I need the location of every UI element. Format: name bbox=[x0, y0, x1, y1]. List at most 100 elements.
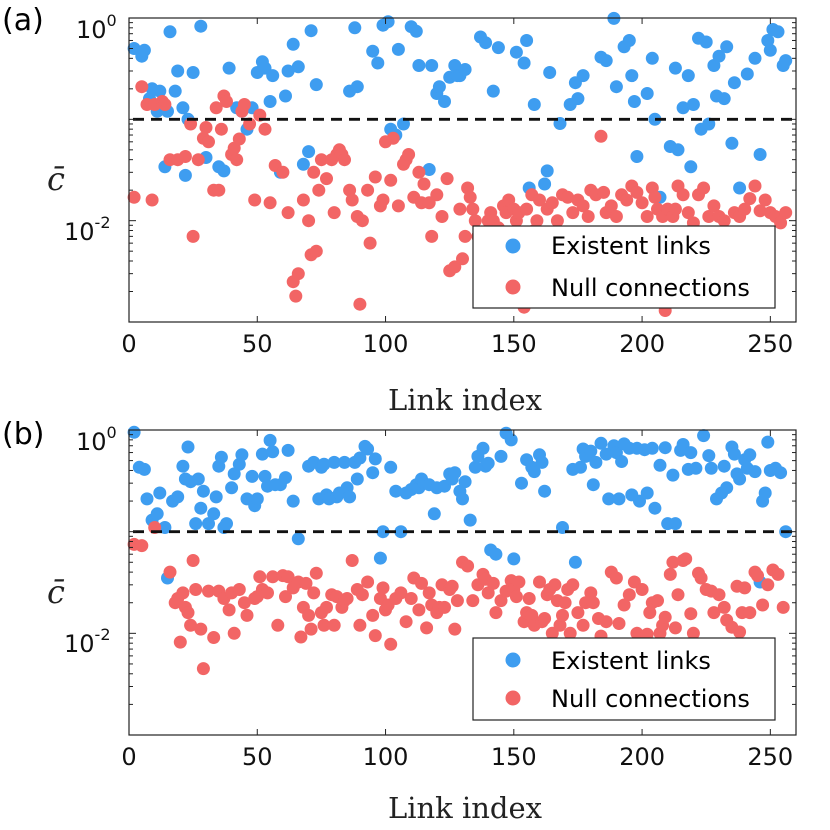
null-connection-point bbox=[258, 122, 272, 136]
null-connection-point bbox=[761, 578, 775, 592]
null-connection-point bbox=[494, 594, 508, 608]
null-connection-point bbox=[599, 615, 613, 629]
existent-link-point bbox=[196, 484, 210, 498]
null-connection-point bbox=[756, 598, 770, 612]
existent-link-point bbox=[225, 481, 239, 495]
existent-link-point bbox=[599, 447, 613, 461]
null-connection-point bbox=[751, 569, 764, 583]
null-connection-point bbox=[553, 618, 567, 632]
null-connection-point bbox=[173, 635, 187, 649]
null-connection-point bbox=[545, 196, 559, 210]
null-connection-point bbox=[191, 153, 205, 167]
existent-link-point bbox=[194, 19, 208, 33]
existent-link-point bbox=[625, 69, 639, 83]
existent-link-point bbox=[509, 45, 523, 59]
existent-link-point bbox=[137, 43, 151, 57]
null-connection-point bbox=[438, 600, 451, 614]
existent-link-point bbox=[720, 40, 734, 54]
existent-link-point bbox=[189, 517, 203, 531]
existent-link-point bbox=[438, 95, 451, 108]
existent-link-point bbox=[576, 69, 590, 83]
existent-link-point bbox=[432, 80, 446, 94]
x-tick-label: 0 bbox=[121, 330, 136, 358]
existent-link-point bbox=[520, 34, 534, 47]
null-connection-point bbox=[243, 117, 257, 131]
existent-link-point bbox=[186, 66, 200, 79]
existent-link-point bbox=[615, 455, 629, 468]
legend-label-existent: Existent links bbox=[551, 232, 711, 260]
existent-link-point bbox=[527, 465, 541, 479]
svg-text:100: 100 bbox=[76, 423, 117, 456]
null-connection-point bbox=[771, 567, 785, 581]
existent-link-point bbox=[612, 492, 626, 506]
null-connection-point bbox=[694, 571, 708, 585]
null-connection-point bbox=[253, 570, 267, 584]
existent-link-point bbox=[220, 517, 233, 531]
existent-link-point bbox=[535, 455, 549, 469]
null-connection-point bbox=[417, 177, 431, 191]
existent-link-point bbox=[602, 492, 616, 506]
x-tick-label: 100 bbox=[363, 743, 409, 771]
existent-link-point bbox=[178, 168, 192, 182]
existent-link-point bbox=[733, 181, 747, 195]
existent-link-point bbox=[448, 466, 462, 480]
existent-link-point bbox=[309, 78, 323, 92]
null-connection-point bbox=[435, 210, 449, 223]
null-connection-point bbox=[261, 586, 274, 600]
existent-link-point bbox=[279, 89, 292, 103]
null-connection-point bbox=[758, 193, 772, 207]
null-connection-point bbox=[394, 586, 408, 600]
null-connection-point bbox=[440, 172, 454, 186]
null-connection-point bbox=[658, 610, 672, 624]
null-connection-point bbox=[291, 267, 305, 281]
null-connection-point bbox=[384, 173, 398, 187]
existent-link-point bbox=[686, 98, 700, 111]
null-connection-point bbox=[281, 570, 295, 584]
existent-link-point bbox=[627, 95, 641, 108]
null-connection-point bbox=[127, 190, 141, 204]
existent-link-point bbox=[366, 44, 380, 58]
existent-link-point bbox=[720, 481, 734, 495]
null-connection-point bbox=[189, 583, 203, 596]
existent-link-point bbox=[409, 24, 423, 38]
null-connection-point bbox=[581, 210, 595, 223]
null-connection-point bbox=[312, 183, 326, 197]
null-connection-point bbox=[586, 596, 600, 610]
existent-link-point bbox=[150, 507, 164, 521]
existent-link-point bbox=[350, 472, 364, 486]
y-tick-exp: 0 bbox=[107, 11, 117, 30]
null-connection-point bbox=[363, 236, 377, 250]
null-connection-point bbox=[299, 576, 313, 590]
existent-link-point bbox=[740, 67, 754, 81]
existent-link-point bbox=[689, 461, 703, 475]
null-connection-point bbox=[178, 150, 192, 163]
null-connection-point bbox=[271, 618, 285, 632]
existent-link-point bbox=[681, 69, 695, 83]
legend-label-null: Null connections bbox=[551, 685, 750, 713]
existent-link-point bbox=[658, 441, 672, 455]
null-connection-point bbox=[561, 190, 575, 204]
existent-link-point bbox=[463, 513, 477, 527]
null-connection-point bbox=[220, 95, 233, 108]
null-connection-point bbox=[566, 206, 580, 220]
null-connection-point bbox=[289, 289, 303, 303]
existent-link-point bbox=[381, 15, 395, 29]
null-connection-point bbox=[681, 206, 695, 220]
existent-link-point bbox=[504, 433, 518, 447]
null-connection-point bbox=[663, 567, 677, 581]
existent-link-point bbox=[761, 34, 775, 47]
x-axis-label: Link index bbox=[388, 791, 542, 825]
existent-link-point bbox=[758, 486, 772, 500]
null-connection-point bbox=[684, 607, 698, 621]
existent-link-point bbox=[397, 117, 410, 131]
existent-link-point bbox=[640, 87, 654, 100]
existent-link-point bbox=[668, 61, 682, 75]
svg-text:10-2: 10-2 bbox=[64, 625, 111, 658]
y-tick-base: 10 bbox=[64, 218, 95, 246]
null-connection-point bbox=[338, 153, 351, 167]
existent-link-point bbox=[771, 25, 785, 39]
existent-link-point bbox=[540, 164, 554, 178]
existent-link-point bbox=[633, 494, 646, 508]
null-connection-point bbox=[386, 131, 400, 145]
null-connection-point bbox=[548, 578, 562, 592]
